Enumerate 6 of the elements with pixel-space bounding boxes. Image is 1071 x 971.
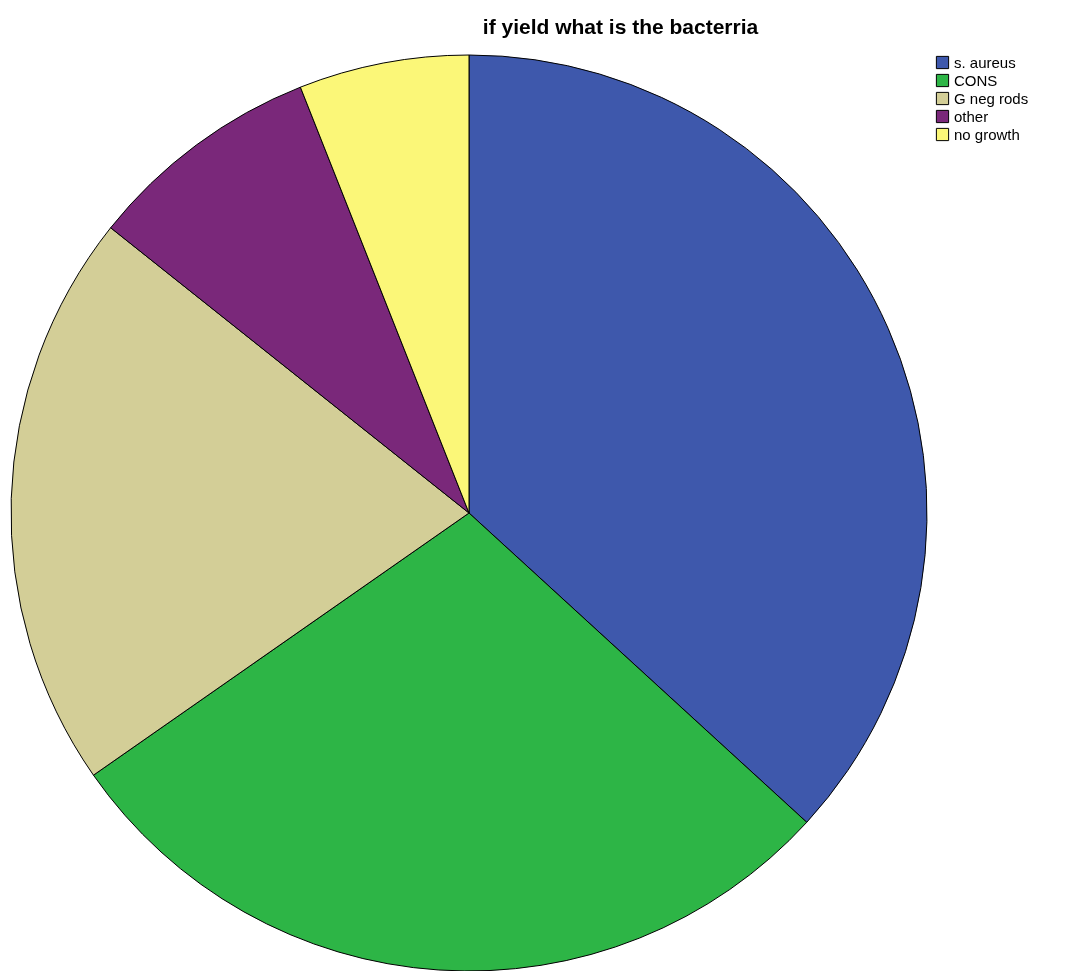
legend-label: no growth — [954, 125, 1020, 143]
legend-label: s. aureus — [954, 53, 1016, 71]
legend-label: other — [954, 107, 989, 125]
legend-label: CONS — [954, 71, 998, 89]
legend-label: G neg rods — [954, 89, 1029, 107]
chart-title: if yield what is the bacterria — [482, 15, 759, 38]
